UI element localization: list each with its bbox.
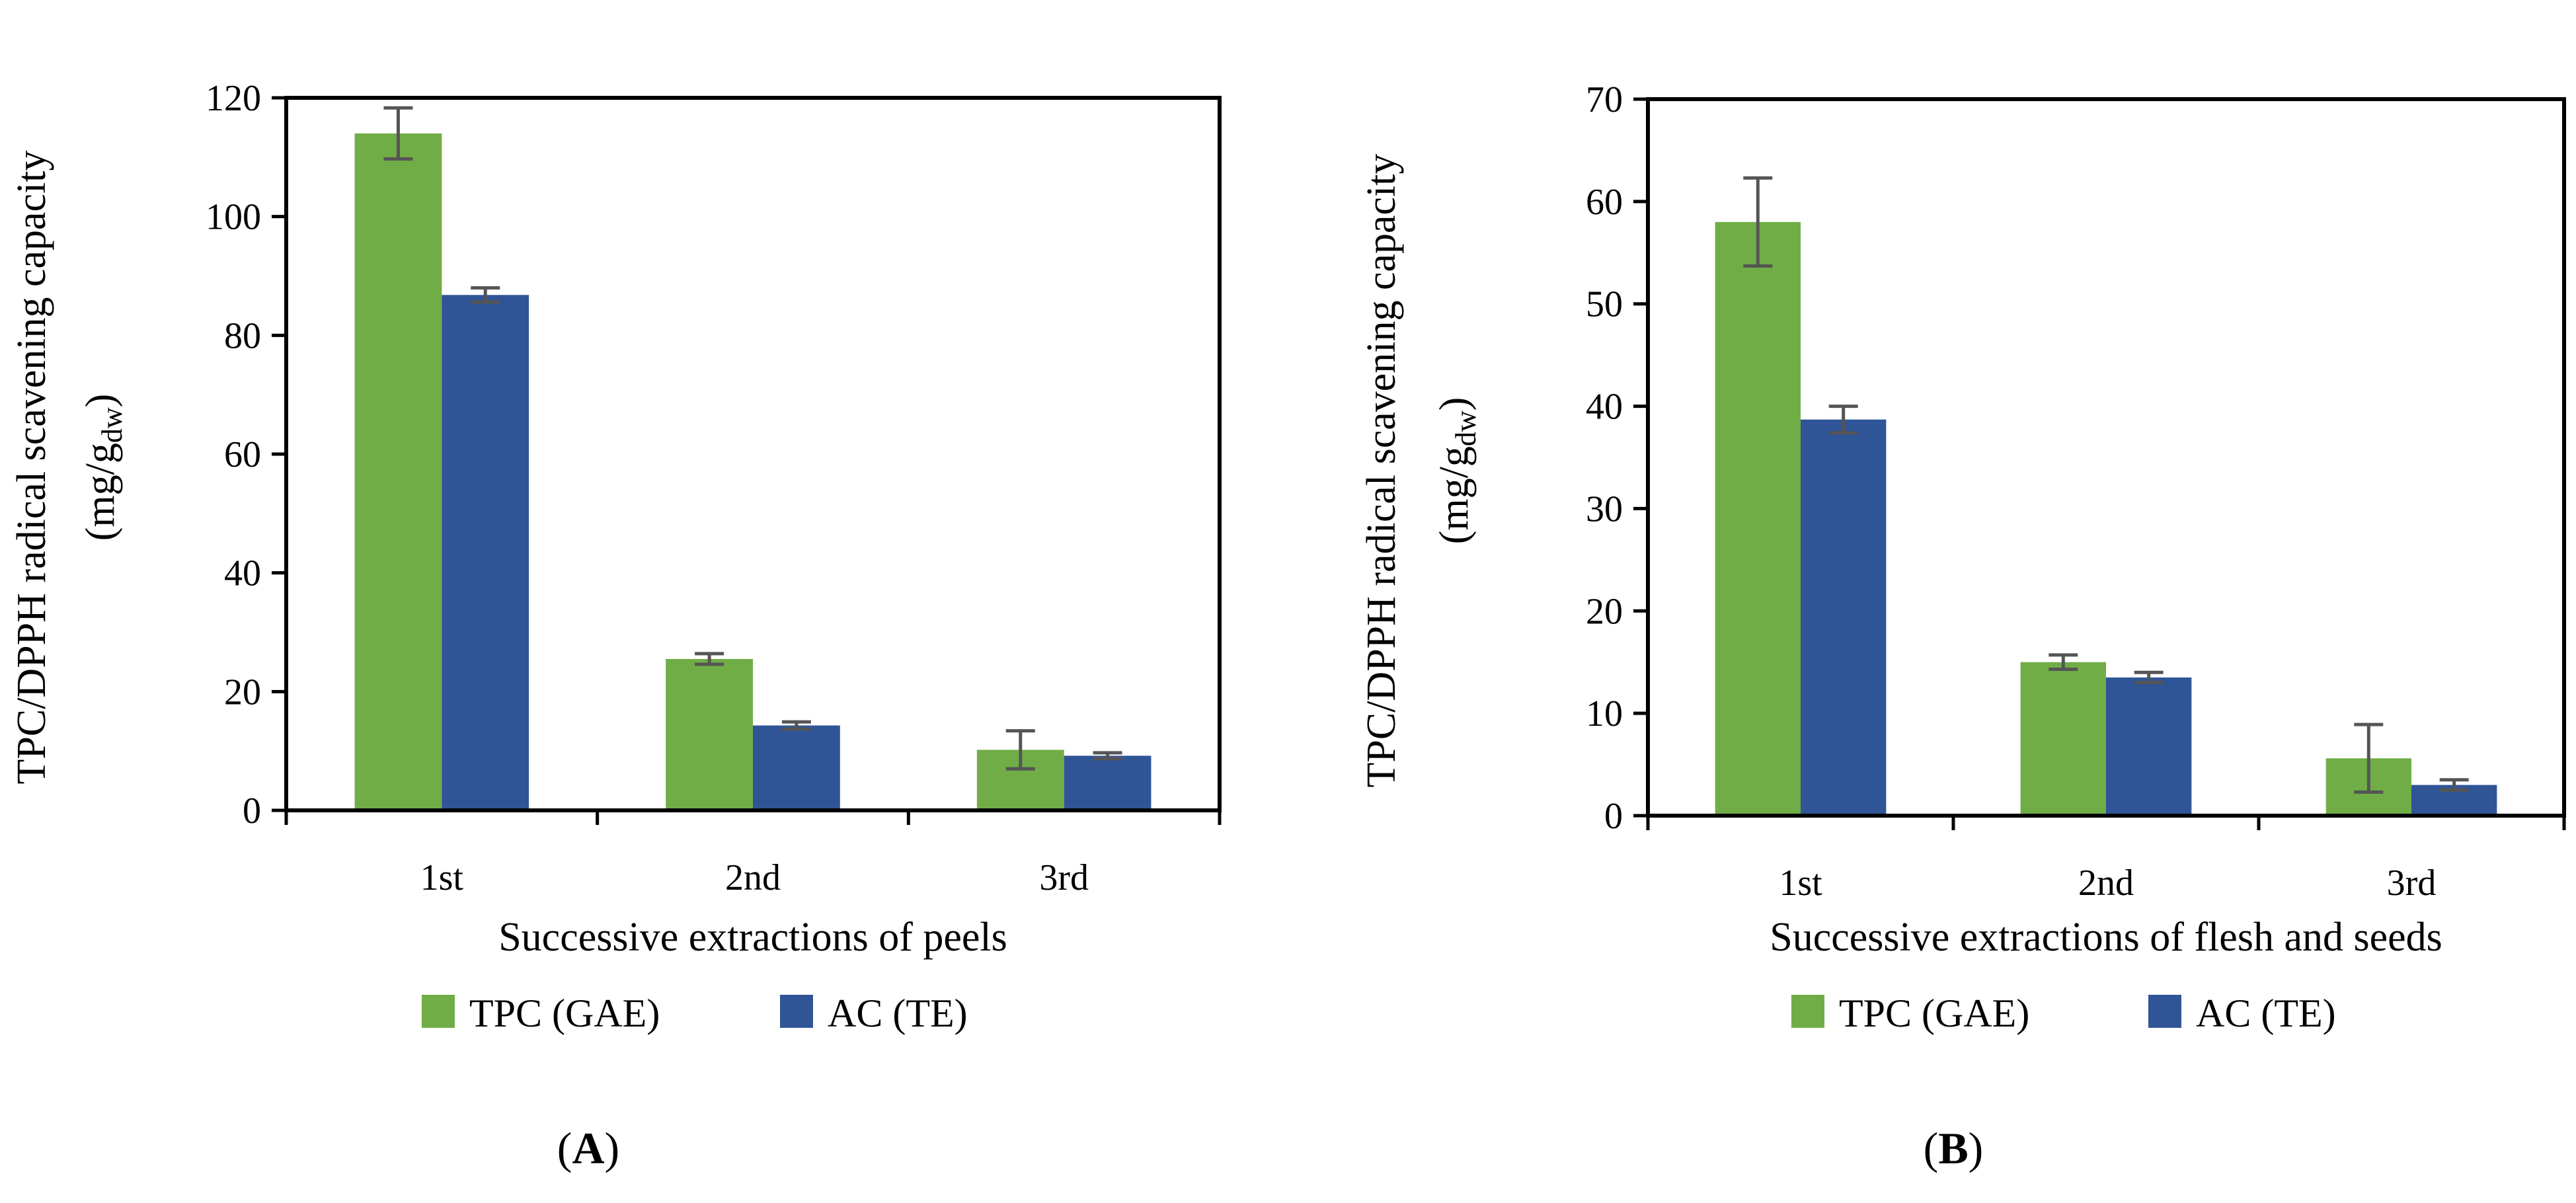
panel-a-label: (A) bbox=[557, 1123, 619, 1173]
panel-a-y-axis-unit-prefix: (mg/g bbox=[78, 443, 123, 541]
panel-label-letter: A bbox=[572, 1123, 604, 1173]
panel-b-bar-ac-2nd bbox=[2106, 677, 2192, 816]
panel-a-error-bar-tpc-3rd bbox=[1005, 729, 1035, 771]
panel-b-x-axis-title: Successive extractions of flesh and seed… bbox=[1770, 915, 2442, 960]
panel-b-y-tick-label: 50 bbox=[1586, 284, 1623, 325]
panel-b-y-tick-label: 10 bbox=[1586, 693, 1623, 734]
panel-a-y-axis-unit-subscript: dw bbox=[96, 407, 128, 443]
panel-b-y-tick-label: 20 bbox=[1586, 591, 1623, 632]
panel-b-x-tick-label: 1st bbox=[1779, 863, 1822, 904]
panel-b-error-bar-tpc-2nd bbox=[2049, 653, 2078, 672]
panel-a-error-bar-ac-3rd bbox=[1093, 751, 1122, 761]
panel-b-error-bar-ac-2nd bbox=[2134, 670, 2164, 685]
panel-a-y-tick-label: 0 bbox=[243, 791, 261, 832]
panel-a-x-tick-label: 3rd bbox=[1039, 857, 1089, 898]
panel-a-bar-ac-2nd bbox=[753, 725, 840, 810]
panel-label-close-paren: ) bbox=[605, 1123, 620, 1173]
panel-b-y-axis-unit-prefix: (mg/g bbox=[1432, 446, 1477, 544]
panel-a-error-bar-tpc-1st bbox=[383, 106, 413, 161]
panel-b-y-axis-unit-subscript: dw bbox=[1450, 410, 1482, 446]
panel-label-open-paren: ( bbox=[1924, 1123, 1939, 1173]
panel-a-y-tick-label: 20 bbox=[224, 672, 261, 713]
panel-a-error-bar-ac-2nd bbox=[781, 720, 811, 731]
panel-a-x-tick-label: 1st bbox=[420, 857, 464, 898]
panel-b-error-bar-tpc-1st bbox=[1743, 176, 1773, 268]
panel-b-y-axis-unit-suffix: ) bbox=[1432, 397, 1477, 411]
panel-a-y-tick-label: 40 bbox=[224, 553, 261, 594]
chart-panel-a: 0 20 40 60 80 100 120 1st 2nd 3rd TPC/DPPH radical… bbox=[9, 78, 1222, 1173]
panel-a-y-tick-label: 120 bbox=[206, 78, 261, 119]
panel-a-legend-label-tpc: TPC (GAE) bbox=[469, 991, 660, 1035]
panel-a-x-tick-label: 2nd bbox=[725, 857, 781, 898]
panel-label-letter: B bbox=[1938, 1123, 1968, 1173]
panel-b-x-tick-label: 3rd bbox=[2387, 863, 2437, 904]
panel-a-legend-label-ac: AC (TE) bbox=[828, 991, 968, 1035]
panel-a-y-tick-label: 60 bbox=[224, 434, 261, 475]
panel-b-legend-swatch-ac bbox=[2148, 995, 2181, 1028]
panel-b-y-tick-label: 70 bbox=[1586, 79, 1623, 120]
panel-b-bar-tpc-1st bbox=[1715, 221, 1801, 816]
chart-panel-b: 0 10 20 30 40 50 60 70 1st 2nd 3rd TPC/DPPH radical… bbox=[1359, 79, 2566, 1173]
panel-a-y-axis-title-line1: TPC/DPPH radical scavening capacity bbox=[9, 150, 54, 784]
panel-a-y-axis-title-line2: (mg/gdw) bbox=[78, 394, 128, 541]
panel-a-y-axis-unit-suffix: ) bbox=[78, 394, 123, 408]
panel-b-y-tick-label: 40 bbox=[1586, 387, 1623, 428]
panel-b-bar-ac-1st bbox=[1801, 419, 1887, 816]
panel-b-x-tick-label: 2nd bbox=[2078, 863, 2134, 904]
panel-a-bar-tpc-2nd bbox=[666, 658, 753, 810]
panel-b-y-axis-title-line2: (mg/gdw) bbox=[1432, 397, 1482, 545]
panel-a-error-bar-tpc-2nd bbox=[695, 652, 724, 666]
panel-b-bar-tpc-2nd bbox=[2020, 662, 2106, 816]
panel-a-y-tick-label: 80 bbox=[224, 315, 261, 356]
panel-a-x-axis-title: Successive extractions of peels bbox=[498, 915, 1007, 960]
panel-a-y-tick-label: 100 bbox=[206, 197, 261, 238]
panel-b-error-bar-tpc-3rd bbox=[2354, 722, 2384, 794]
panel-a-bar-ac-1st bbox=[442, 295, 529, 810]
panel-a-bar-tpc-1st bbox=[354, 133, 442, 810]
panel-a-error-bar-ac-1st bbox=[471, 286, 500, 304]
panel-b-error-bar-ac-1st bbox=[1828, 405, 1858, 435]
panel-b-legend-label-ac: AC (TE) bbox=[2196, 991, 2336, 1035]
panel-label-close-paren: ) bbox=[1969, 1123, 1984, 1173]
panel-b-error-bar-ac-3rd bbox=[2439, 778, 2469, 792]
panel-b-y-tick-label: 60 bbox=[1586, 182, 1623, 223]
panel-a-legend-swatch-ac bbox=[780, 995, 813, 1028]
panel-b-y-axis-title-line1: TPC/DPPH radical scavening capacity bbox=[1359, 153, 1404, 787]
panel-a-legend-swatch-tpc bbox=[422, 995, 455, 1028]
panel-a-bar-ac-3rd bbox=[1064, 756, 1151, 810]
panel-b-label: (B) bbox=[1924, 1123, 1984, 1173]
panel-b-legend-label-tpc: TPC (GAE) bbox=[1839, 991, 2029, 1035]
panel-b-y-tick-label: 30 bbox=[1586, 488, 1623, 529]
panel-b-legend-swatch-tpc bbox=[1791, 995, 1824, 1028]
panel-b-y-tick-label: 0 bbox=[1604, 796, 1623, 837]
panel-b-plot-frame bbox=[1646, 97, 2566, 818]
panel-label-open-paren: ( bbox=[557, 1123, 572, 1173]
